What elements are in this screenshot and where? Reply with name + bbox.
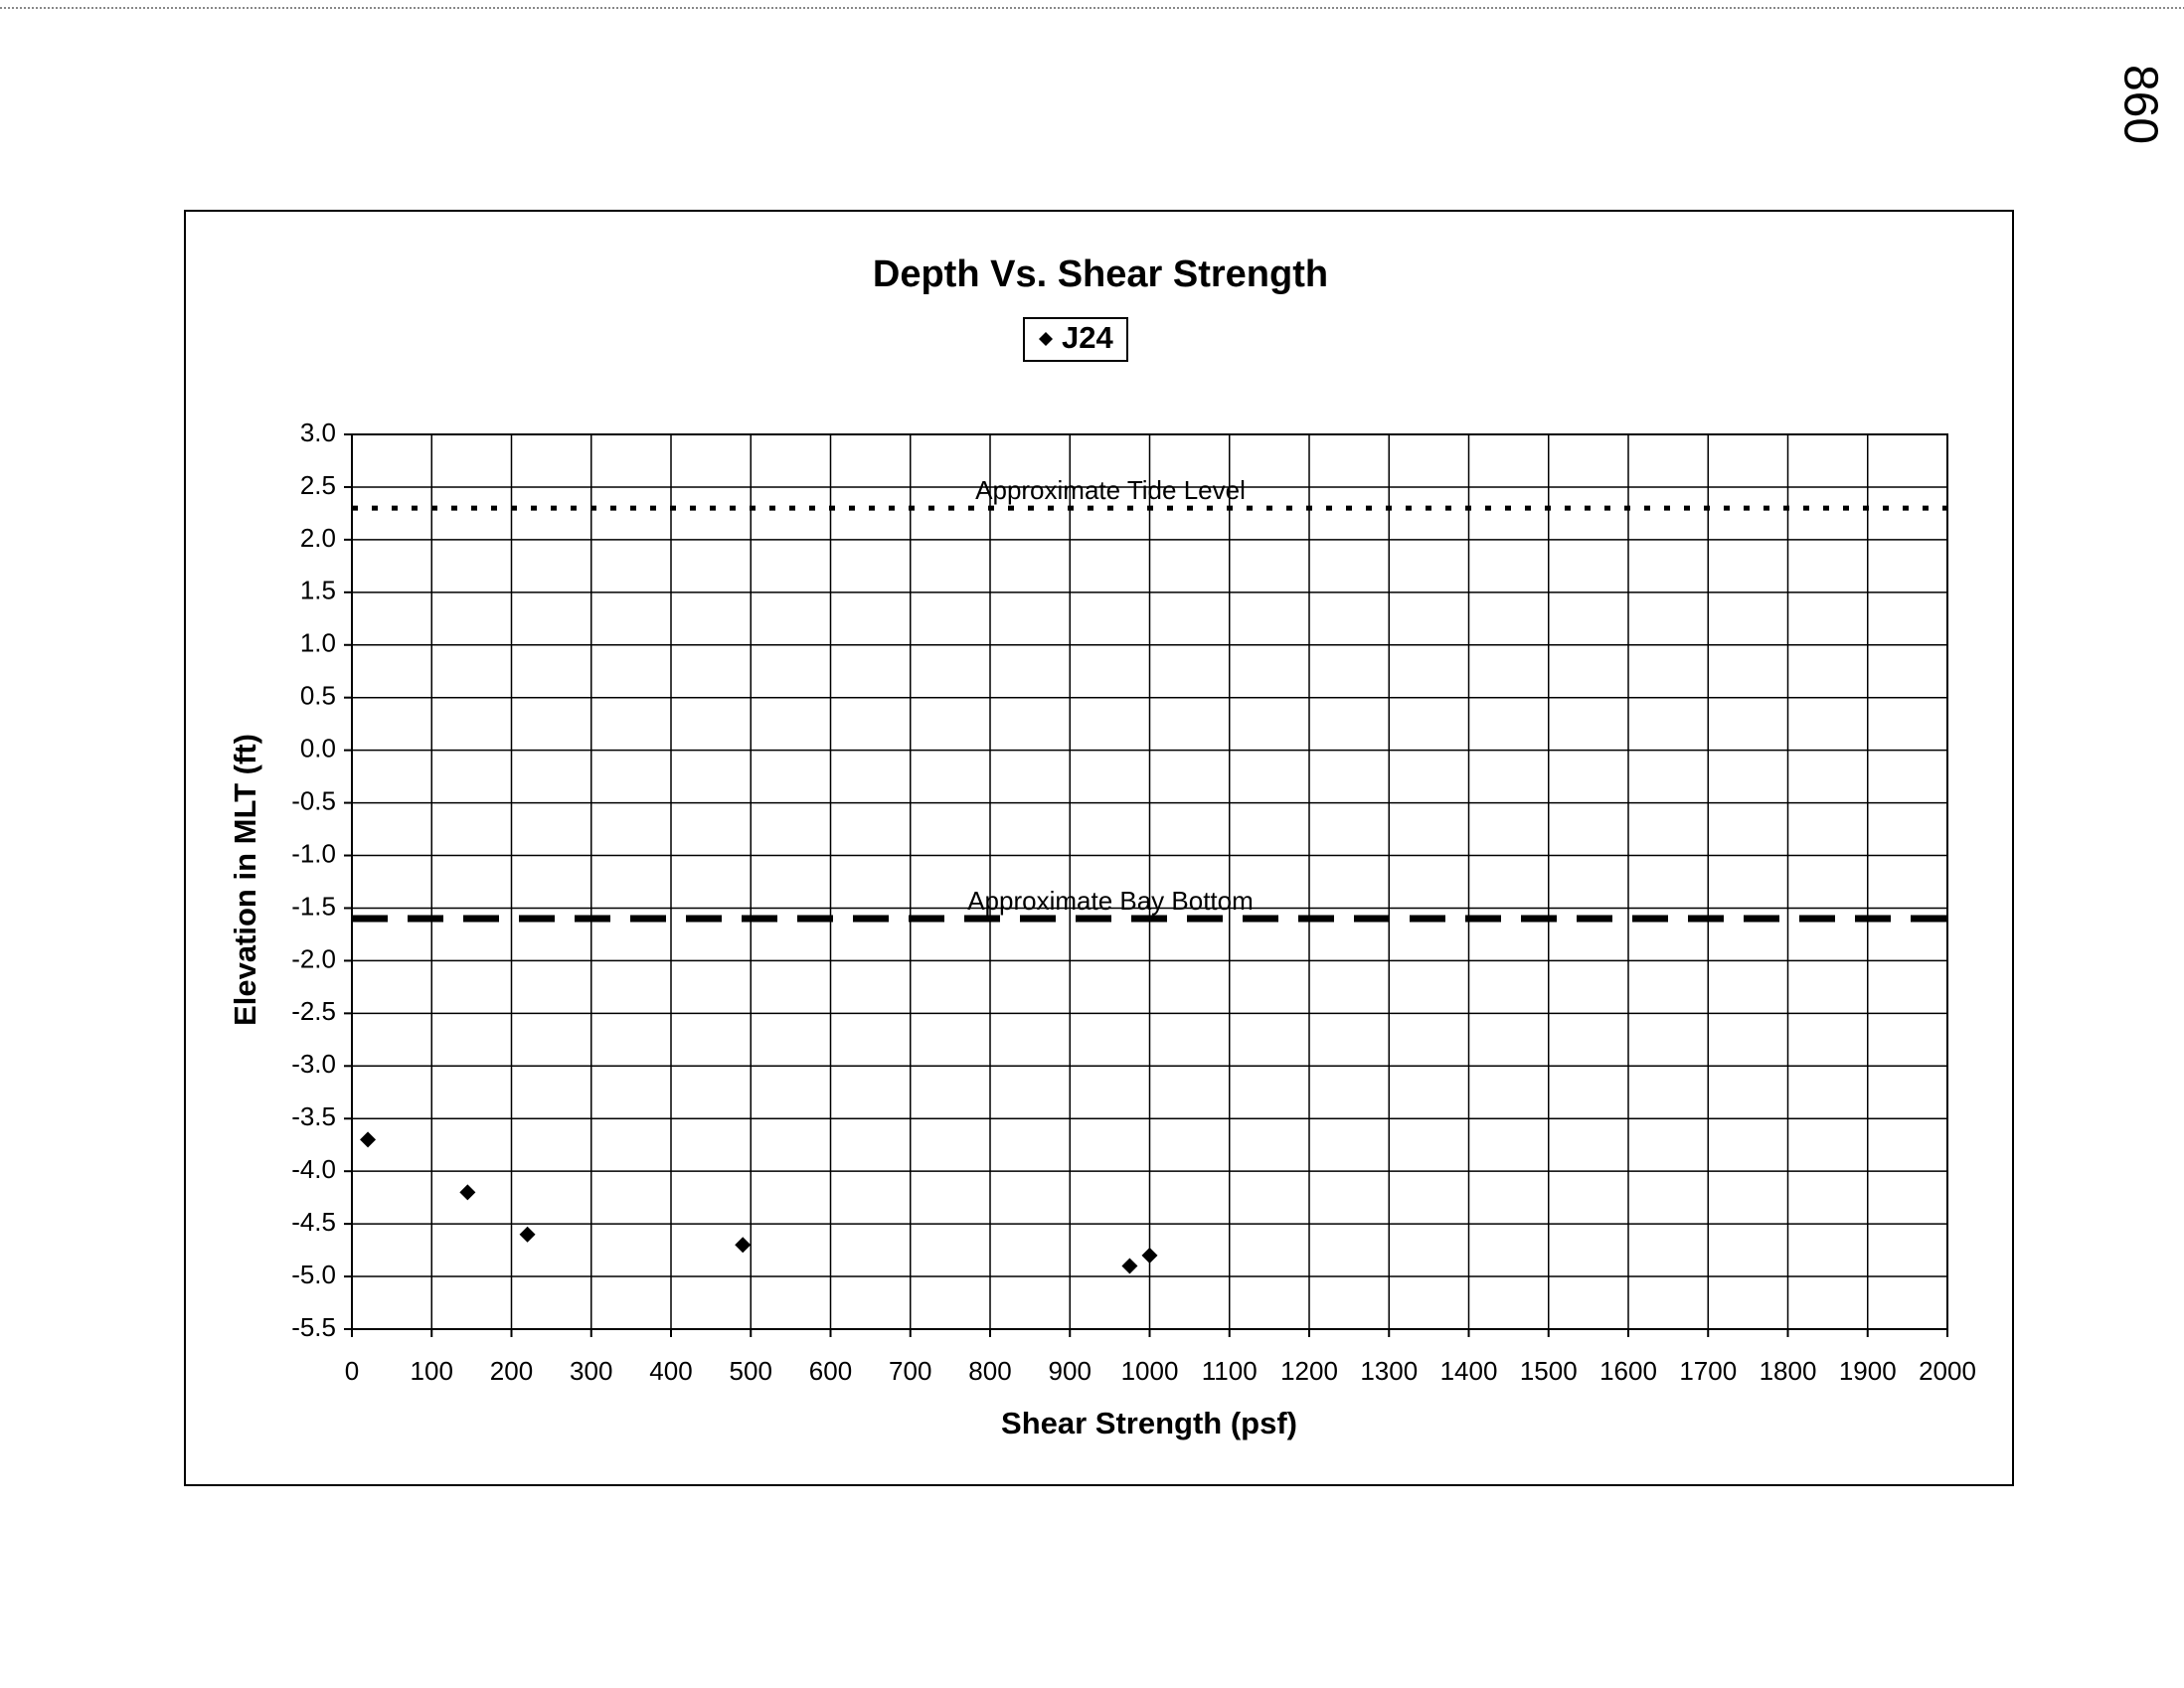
reference-label: Approximate Bay Bottom (967, 886, 1254, 916)
y-tick-label: -5.0 (291, 1260, 336, 1289)
x-tick-label: 100 (411, 1356, 453, 1386)
data-point (735, 1237, 752, 1254)
chart-title: Depth Vs. Shear Strength (873, 253, 1328, 295)
y-tick-label: -3.0 (291, 1049, 336, 1079)
data-point (360, 1131, 377, 1148)
x-axis-title: Shear Strength (psf) (1001, 1406, 1297, 1440)
x-tick-label: 700 (889, 1356, 931, 1386)
handwritten-note: 860 (2113, 65, 2166, 144)
y-tick-label: -2.5 (291, 996, 336, 1026)
y-tick-label: -0.5 (291, 785, 336, 815)
y-axis-title: Elevation in MLT (ft) (228, 734, 262, 1026)
data-point (1141, 1247, 1158, 1264)
reference-label: Approximate Tide Level (975, 475, 1246, 505)
y-tick-label: 2.5 (300, 470, 336, 500)
x-tick-label: 0 (345, 1356, 359, 1386)
y-tick-label: -3.5 (291, 1101, 336, 1131)
data-point (519, 1226, 536, 1243)
legend-marker (1039, 332, 1053, 346)
x-tick-label: 1700 (1679, 1356, 1737, 1386)
x-tick-label: 300 (570, 1356, 612, 1386)
x-tick-label: 200 (490, 1356, 533, 1386)
y-tick-label: 1.0 (300, 628, 336, 658)
y-tick-label: 0.5 (300, 681, 336, 711)
y-tick-label: 3.0 (300, 418, 336, 447)
y-tick-label: 0.0 (300, 734, 336, 763)
chart-frame (184, 210, 2014, 1486)
x-tick-label: 1400 (1440, 1356, 1498, 1386)
x-tick-label: 900 (1049, 1356, 1092, 1386)
x-tick-label: 500 (730, 1356, 772, 1386)
x-tick-label: 400 (649, 1356, 692, 1386)
data-point (1121, 1258, 1138, 1274)
x-tick-label: 1300 (1360, 1356, 1418, 1386)
y-tick-label: 2.0 (300, 523, 336, 553)
y-tick-label: -1.0 (291, 838, 336, 868)
x-tick-label: 800 (968, 1356, 1011, 1386)
x-tick-label: 2000 (1919, 1356, 1976, 1386)
x-tick-label: 1100 (1202, 1356, 1258, 1386)
y-tick-label: -5.5 (291, 1312, 336, 1342)
x-tick-label: 1900 (1839, 1356, 1897, 1386)
data-point (459, 1184, 476, 1201)
x-tick-label: 1600 (1599, 1356, 1657, 1386)
x-tick-label: 600 (809, 1356, 852, 1386)
y-tick-label: 1.5 (300, 576, 336, 605)
y-tick-label: -1.5 (291, 891, 336, 921)
y-tick-label: -4.5 (291, 1207, 336, 1237)
y-tick-label: -2.0 (291, 943, 336, 973)
x-tick-label: 1500 (1520, 1356, 1578, 1386)
x-tick-label: 1000 (1121, 1356, 1179, 1386)
legend-label: J24 (1062, 320, 1113, 355)
x-tick-label: 1800 (1760, 1356, 1817, 1386)
x-tick-label: 1200 (1280, 1356, 1338, 1386)
y-tick-label: -4.0 (291, 1154, 336, 1184)
